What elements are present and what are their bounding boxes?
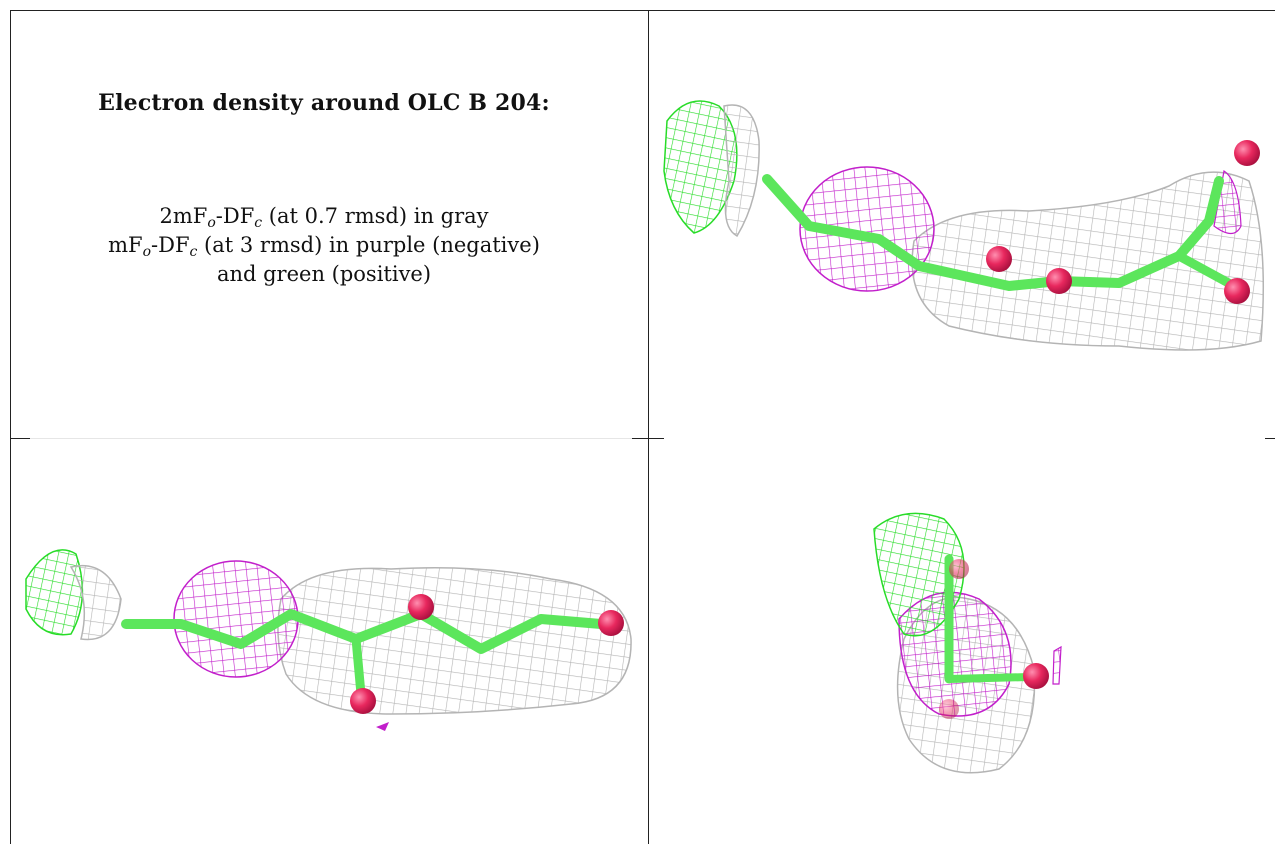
caption-description: 2mFo-DFc (at 0.7 rmsd) in gray mFo-DFc (… xyxy=(0,202,648,289)
center-divider xyxy=(648,10,649,844)
positive-density-mesh xyxy=(25,549,84,636)
oxygen-atom xyxy=(1224,278,1250,304)
row-divider-left xyxy=(10,438,30,439)
gray-density-mesh-small xyxy=(69,565,122,641)
oxygen-atom xyxy=(408,594,434,620)
caption-line-mfo: mFo-DFc (at 3 rmsd) in purple (negative) xyxy=(108,233,540,260)
negative-density-mesh-small xyxy=(1052,645,1062,685)
gray-density-mesh-large xyxy=(911,171,1265,351)
border-top xyxy=(10,10,1275,11)
gray-density-mesh-large xyxy=(277,567,632,715)
row-divider-right xyxy=(1265,438,1275,439)
oxygen-atom xyxy=(1234,140,1260,166)
row-divider-faint xyxy=(30,438,632,439)
oxygen-atom xyxy=(939,699,959,719)
carbonyl-bond xyxy=(1174,251,1239,291)
oxygen-atom xyxy=(350,688,376,714)
oxygen-atom xyxy=(1046,268,1072,294)
carbon-chain xyxy=(762,174,1224,291)
density-view-bottom-right xyxy=(873,512,1062,774)
negative-density-mesh-small xyxy=(1213,169,1242,235)
carbonyl-bond xyxy=(351,634,366,699)
border-left xyxy=(10,10,11,844)
oxygen-atom xyxy=(986,246,1012,272)
caption-title: Electron density around OLC B 204: xyxy=(98,90,550,116)
caption-line-2mfo: 2mFo-DFc (at 0.7 rmsd) in gray xyxy=(159,204,489,231)
oxygen-atom xyxy=(598,610,624,636)
row-divider-mid xyxy=(632,438,664,439)
gray-density-mesh-small xyxy=(723,104,760,238)
oxygen-atom xyxy=(1023,663,1049,689)
density-view-bottom-left xyxy=(25,549,632,731)
density-view-top-right xyxy=(663,100,1265,351)
caption-line-green: and green (positive) xyxy=(216,262,432,286)
negative-density-mesh-small xyxy=(376,722,389,731)
carbon-bond xyxy=(945,673,1033,683)
negative-density-mesh xyxy=(799,166,935,292)
oxygen-atom xyxy=(949,559,969,579)
positive-density-mesh xyxy=(873,512,965,637)
